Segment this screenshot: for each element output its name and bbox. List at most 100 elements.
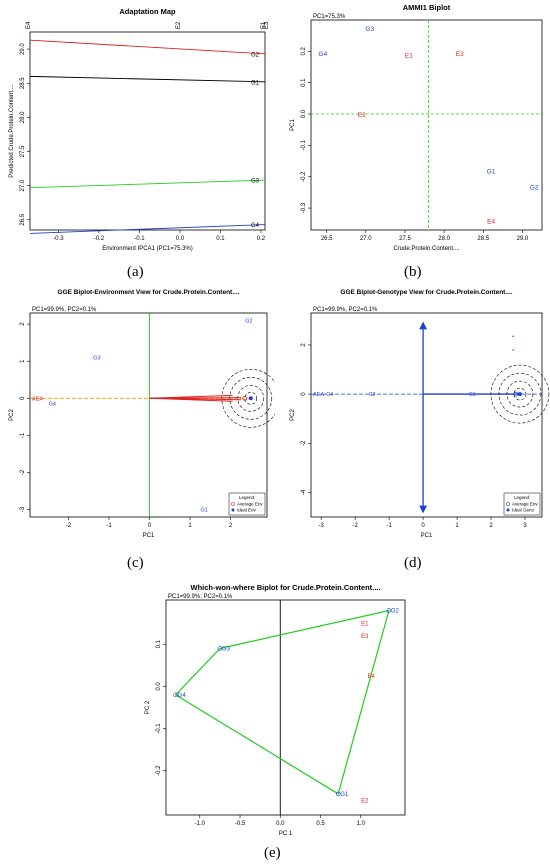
x-tick-label: -1.0 bbox=[195, 821, 206, 827]
y-tick-label: -0.2 bbox=[156, 765, 162, 776]
chart-subtitle: PC1=99.9%, PC2=0.1% bbox=[313, 307, 378, 313]
x-tick-label: 2 bbox=[229, 523, 233, 529]
point-e1: E1 bbox=[405, 53, 413, 60]
vertex-label-g1: G1 bbox=[340, 792, 349, 798]
point-g3: G3 bbox=[93, 355, 100, 361]
y-tick-label: -1 bbox=[20, 432, 26, 438]
x-tick-label: -2 bbox=[352, 523, 358, 529]
aea-label: AEA bbox=[32, 396, 43, 402]
point-g4: G4 bbox=[326, 392, 333, 398]
plot-frame bbox=[310, 19, 543, 231]
point-e4: E4 bbox=[487, 219, 495, 226]
series-label-g2: G2 bbox=[251, 52, 260, 58]
y-tick-label: 0.2 bbox=[301, 47, 307, 56]
x-tick-label: 2 bbox=[489, 523, 493, 529]
y-tick-label: 29.0 bbox=[20, 43, 26, 55]
caption-a: (a) bbox=[127, 264, 144, 280]
legend-title: Legend: bbox=[514, 495, 530, 500]
y-axis-label: PC1 bbox=[290, 119, 296, 131]
x-tick-label: 0.0 bbox=[176, 236, 185, 242]
plot-frame bbox=[310, 312, 543, 518]
point-g4: G4 bbox=[49, 402, 56, 408]
chart-title: Adaptation Map bbox=[119, 7, 176, 16]
legend-marker-ideal bbox=[506, 508, 510, 512]
aea-label: AEA bbox=[313, 392, 324, 398]
vertex-marker bbox=[335, 791, 341, 797]
chart-e: Which-won-where Biplot for Crude.Protein… bbox=[145, 583, 406, 837]
y-tick-label: -3 bbox=[20, 506, 26, 512]
legend-item-average: Average Env bbox=[512, 502, 538, 507]
environment-top-label: E3 bbox=[264, 21, 270, 29]
chart-title: GGE Biplot-Environment View for Crude.Pr… bbox=[58, 289, 240, 296]
x-tick-label: -0.1 bbox=[134, 236, 145, 242]
ideal-env-marker bbox=[248, 396, 253, 401]
x-axis-label: PC1 bbox=[421, 533, 433, 539]
legend-box bbox=[228, 492, 266, 516]
x-tick-label: 29.0 bbox=[517, 236, 529, 242]
y-axis-label: PC2 bbox=[290, 409, 296, 421]
y-tick-label: -2 bbox=[20, 469, 26, 475]
legend-title: Legend: bbox=[239, 495, 255, 500]
y-tick-label: -0.3 bbox=[301, 202, 307, 213]
environment-vector bbox=[149, 397, 242, 401]
point-e3: E3 bbox=[456, 51, 464, 58]
environment-e1: E1 bbox=[361, 621, 369, 627]
y-tick-label: -0.2 bbox=[301, 171, 307, 182]
environment-top-label: E1 bbox=[261, 21, 267, 29]
x-tick-label: 27.0 bbox=[360, 236, 372, 242]
y-tick-label: 2 bbox=[20, 322, 26, 326]
chart-a: Adaptation Map -0.3 -0.2 -0.1 0.0 0.1 0.2 26.5 2… bbox=[9, 7, 270, 252]
vertex-marker bbox=[173, 692, 178, 698]
x-tick-label: 0.0 bbox=[276, 821, 285, 827]
x-tick-label: 27.5 bbox=[399, 236, 411, 242]
y-tick-label: -0.1 bbox=[156, 723, 162, 734]
x-tick-label: 0 bbox=[148, 523, 152, 529]
average-env-marker bbox=[242, 395, 248, 401]
x-tick-label: -0.5 bbox=[235, 821, 246, 827]
x-tick-label: -2 bbox=[66, 523, 72, 529]
vertex-label-g2: G2 bbox=[391, 609, 400, 615]
legend-box bbox=[503, 492, 541, 516]
x-tick-label: -1 bbox=[386, 523, 392, 529]
environment-top-label: E2 bbox=[176, 21, 182, 29]
x-axis-label: PC 1 bbox=[279, 831, 293, 837]
series-line-g4 bbox=[29, 224, 266, 234]
caption-c: (c) bbox=[127, 555, 144, 571]
y-tick-label: 27.0 bbox=[20, 179, 26, 191]
ideal-concentric-circle bbox=[221, 369, 275, 428]
y-tick-label: 0 bbox=[301, 392, 307, 396]
plot-frame bbox=[29, 312, 268, 518]
legend-item-ideal: Ideal Env bbox=[237, 508, 257, 513]
y-tick-label: 0.0 bbox=[301, 109, 307, 118]
x-tick-label: -3 bbox=[319, 523, 325, 529]
x-tick-label: 1 bbox=[188, 523, 192, 529]
legend-item-average: Average Env bbox=[237, 502, 263, 507]
y-tick-label: 0.1 bbox=[301, 78, 307, 87]
series-line-g1 bbox=[29, 75, 266, 83]
environment-e3: E3 bbox=[361, 634, 369, 640]
x-tick-label: -0.2 bbox=[94, 236, 105, 242]
vertex-label-g4: G4 bbox=[178, 693, 187, 699]
point-g1: G1 bbox=[201, 507, 208, 513]
x-axis-label: Crude.Protein.Content.... bbox=[393, 246, 460, 252]
point-g3: G3 bbox=[365, 26, 374, 33]
environment-e2: E2 bbox=[361, 798, 369, 804]
legend-marker-average bbox=[231, 502, 235, 506]
plot-frame bbox=[29, 31, 266, 231]
legend-marker-ideal bbox=[231, 508, 235, 512]
environment-point bbox=[512, 335, 514, 338]
y-tick-label: 28.0 bbox=[20, 111, 26, 123]
environment-e4: E4 bbox=[368, 674, 376, 680]
chart-subtitle: PC1=99.9%, PC2=0.1% bbox=[32, 307, 97, 313]
point-g2: G2 bbox=[530, 184, 539, 191]
y-axis-label: Predicted Crude.Protein.Content.... bbox=[9, 84, 15, 178]
ideal-concentric-circle bbox=[490, 364, 550, 424]
point-e2: E2 bbox=[358, 112, 366, 119]
x-tick-label: 0.2 bbox=[257, 236, 266, 242]
series-label-g3: G3 bbox=[251, 179, 260, 185]
legend-marker-average bbox=[506, 502, 510, 506]
series-line-g3 bbox=[29, 179, 266, 189]
ideal-concentric-circle bbox=[513, 387, 527, 401]
x-tick-label: 28.5 bbox=[477, 236, 489, 242]
environment-top-label: E4 bbox=[26, 21, 32, 29]
